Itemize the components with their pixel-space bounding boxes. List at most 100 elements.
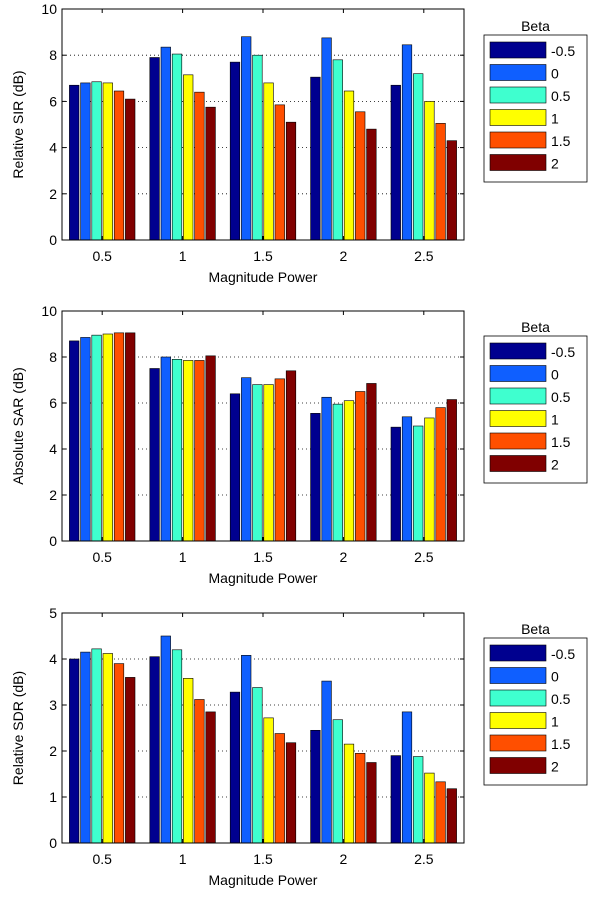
bar-1-1.5 [263,717,274,844]
legend-swatch-1.5 [489,734,547,752]
y-tick-label: 3 [49,697,57,713]
bar-0-2 [321,680,332,844]
bar-0.5-2.5 [413,73,424,241]
legend: Beta-0.5 0 0.5 1 1.5 2 [483,18,588,183]
bar-1.5-0.5 [113,332,125,542]
bar-2-2 [366,383,377,542]
legend-swatch--0.5 [489,41,547,59]
legend-swatch-2 [489,757,547,774]
x-axis-label: Magnitude Power [209,570,318,586]
bar-1.5-2.5 [435,407,446,542]
y-tick-label: 0 [49,835,57,851]
legend-title: Beta [521,18,550,34]
x-tick-label: 2.5 [414,549,434,565]
bar-0-2.5 [401,416,413,542]
y-tick-label: 6 [49,395,57,411]
bar-1.5-2.5 [435,123,446,241]
x-tick-label: 2.5 [414,248,434,264]
x-tick-label: 2 [340,248,348,264]
legend-label: 2 [551,156,559,172]
bar--0.5-1.5 [229,393,241,542]
bar-2-2 [366,762,377,844]
bar--0.5-1 [149,656,160,844]
bar-0-0.5 [80,651,91,844]
bar-1.5-2 [355,752,366,844]
x-tick-label: 1.5 [253,248,273,264]
legend-label: -0.5 [551,344,575,360]
bar-1-1 [183,74,194,241]
bar--0.5-0.5 [69,340,80,542]
y-tick-label: 10 [41,303,57,319]
bar-0.5-0.5 [91,334,102,542]
x-tick-label: 0.5 [92,248,112,264]
y-tick-label: 2 [49,743,57,759]
bar-0.5-2.5 [413,756,424,844]
y-tick-label: 1 [49,789,57,805]
bar-0-0.5 [80,82,91,241]
bar-0.5-0.5 [91,648,102,844]
bar--0.5-2.5 [390,755,401,844]
bar-0-1.5 [241,655,252,844]
bar-2-1 [205,355,216,542]
bar-0.5-1.5 [252,54,263,241]
legend-swatch-0.5 [489,387,547,405]
bar--0.5-1.5 [229,691,241,844]
legend-label: 0 [551,66,559,82]
legend-swatch-1.5 [489,432,547,450]
legend-title: Beta [521,621,550,637]
bar-2-2.5 [446,140,457,241]
y-tick-label: 2 [49,487,57,503]
legend-swatch-0 [489,365,547,382]
legend-swatch-1 [489,712,547,729]
y-tick-label: 4 [49,441,57,457]
bar-0.5-2 [332,403,343,542]
bar-1.5-2 [355,111,366,241]
bar-0.5-2 [332,59,343,241]
x-tick-label: 2.5 [414,851,434,867]
bar-0-2.5 [401,711,413,844]
legend-label: 0 [551,669,559,685]
bar-0.5-1 [171,649,183,844]
y-axis-label: Relative SIR (dB) [10,70,26,178]
bar-0-1 [160,635,171,844]
bar-0.5-1 [171,53,183,241]
bar-1.5-2 [355,391,366,542]
y-tick-label: 0 [49,533,57,549]
x-tick-label: 0.5 [92,549,112,565]
legend: Beta-0.5 0 0.5 1 1.5 2 [483,621,588,786]
bar-1.5-0.5 [113,663,125,844]
x-tick-label: 1.5 [253,851,273,867]
legend-swatch-1 [489,109,547,126]
legend-label: 1.5 [551,434,571,450]
bar-2-1 [205,711,216,844]
chart-panel-3: 0 1 2 3 4 5 0.5 1 1.5 2 2.5 Magnitude Power Relative… [10,605,588,888]
y-tick-label: 10 [41,1,57,17]
x-tick-label: 2 [340,549,348,565]
legend-swatch-2 [489,455,547,472]
legend-swatch-0 [489,667,547,684]
y-tick-label: 4 [49,140,57,156]
y-tick-label: 4 [49,651,57,667]
x-axis-label: Magnitude Power [209,269,318,285]
y-tick-label: 5 [49,605,57,621]
bar-0.5-1 [171,358,183,542]
legend-label: -0.5 [551,646,575,662]
bar--0.5-1 [149,57,160,241]
x-tick-label: 0.5 [92,851,112,867]
legend-title: Beta [521,319,550,335]
bar--0.5-2 [310,413,321,542]
x-tick-label: 1 [179,248,187,264]
legend-swatch-0 [489,64,547,81]
bar--0.5-2.5 [390,426,401,542]
bar-1.5-1 [194,91,205,241]
bar-1-1.5 [263,82,274,241]
legend-label: 1 [551,412,559,428]
bar-2-0.5 [125,332,136,542]
y-axis-label: Absolute SAR (dB) [10,367,26,485]
bar-1.5-1.5 [274,104,285,241]
legend-swatch--0.5 [489,644,547,662]
bar-1.5-1.5 [274,733,285,844]
y-tick-label: 0 [49,232,57,248]
